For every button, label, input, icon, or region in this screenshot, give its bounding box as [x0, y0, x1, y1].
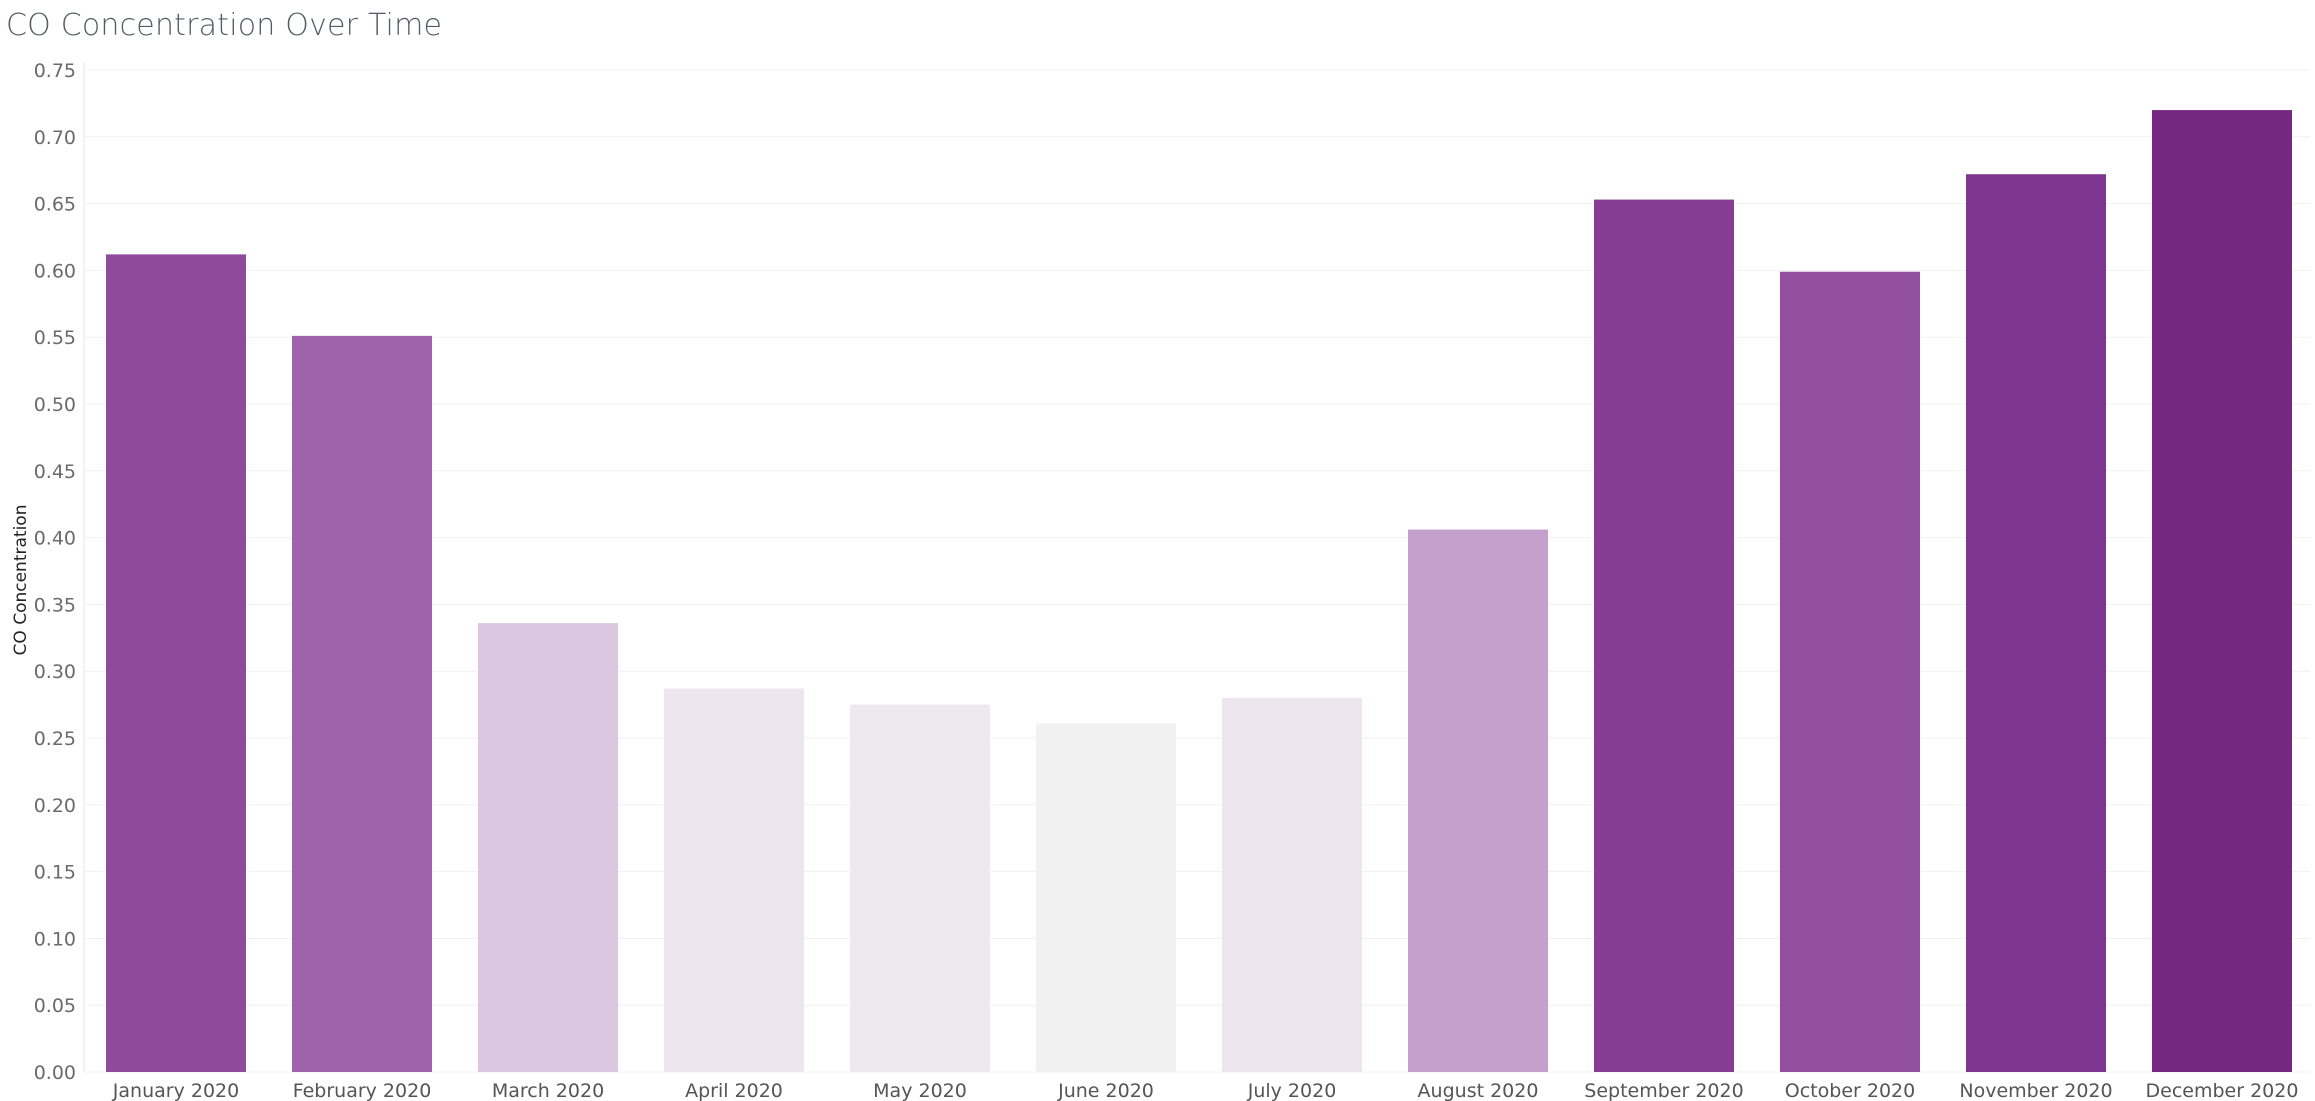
- bar-june-2020[interactable]: [1036, 723, 1176, 1072]
- y-tick-label: 0.05: [34, 995, 76, 1017]
- y-tick-label: 0.55: [34, 327, 76, 349]
- y-tick-label: 0.15: [34, 862, 76, 884]
- y-tick-label: 0.45: [34, 461, 76, 483]
- bar-may-2020[interactable]: [850, 704, 990, 1072]
- bar-march-2020[interactable]: [478, 623, 618, 1072]
- x-category-label: October 2020: [1785, 1080, 1915, 1101]
- bar-august-2020[interactable]: [1408, 529, 1548, 1072]
- y-tick-label: 0.70: [34, 127, 76, 149]
- x-axis-labels: January 2020 February 2020 March 2020 April…: [112, 1080, 2299, 1101]
- bar-september-2020[interactable]: [1594, 199, 1734, 1073]
- y-axis-ticks: 0.00 0.05 0.10 0.15 0.20 0.25 0.30 0.35 0.40 0.45…: [34, 60, 76, 1084]
- x-category-label: December 2020: [2146, 1080, 2299, 1101]
- y-tick-label: 0.35: [34, 594, 76, 616]
- y-tick-label: 0.75: [34, 60, 76, 82]
- y-tick-label: 0.00: [34, 1062, 76, 1084]
- y-tick-label: 0.60: [34, 260, 76, 282]
- y-axis-title: CO Concentration: [11, 505, 31, 656]
- x-category-label: September 2020: [1584, 1080, 1743, 1101]
- bars: [106, 110, 2292, 1073]
- bar-july-2020[interactable]: [1222, 697, 1362, 1072]
- y-tick-label: 0.40: [34, 528, 76, 550]
- y-tick-label: 0.50: [34, 394, 76, 416]
- gridlines: [83, 62, 2310, 1073]
- y-tick-label: 0.65: [34, 194, 76, 216]
- y-tick-label: 0.30: [34, 661, 76, 683]
- x-category-label: May 2020: [873, 1080, 967, 1101]
- bar-november-2020[interactable]: [1966, 174, 2106, 1072]
- y-tick-label: 0.25: [34, 728, 76, 750]
- y-tick-label: 0.10: [34, 928, 76, 950]
- bar-december-2020[interactable]: [2152, 110, 2292, 1072]
- x-category-label: June 2020: [1057, 1080, 1154, 1101]
- bar-october-2020[interactable]: [1780, 271, 1920, 1073]
- bar-february-2020[interactable]: [292, 335, 432, 1072]
- x-category-label: November 2020: [1959, 1080, 2112, 1101]
- x-category-label: February 2020: [293, 1080, 432, 1101]
- bar-january-2020[interactable]: [106, 254, 246, 1073]
- x-category-label: July 2020: [1247, 1080, 1337, 1101]
- bar-april-2020[interactable]: [664, 688, 804, 1072]
- x-category-label: April 2020: [685, 1080, 783, 1101]
- chart-title: CO Concentration Over Time: [6, 8, 443, 43]
- x-category-label: August 2020: [1418, 1080, 1539, 1101]
- x-category-label: March 2020: [492, 1080, 604, 1101]
- x-category-label: January 2020: [112, 1080, 239, 1101]
- y-tick-label: 0.20: [34, 795, 76, 817]
